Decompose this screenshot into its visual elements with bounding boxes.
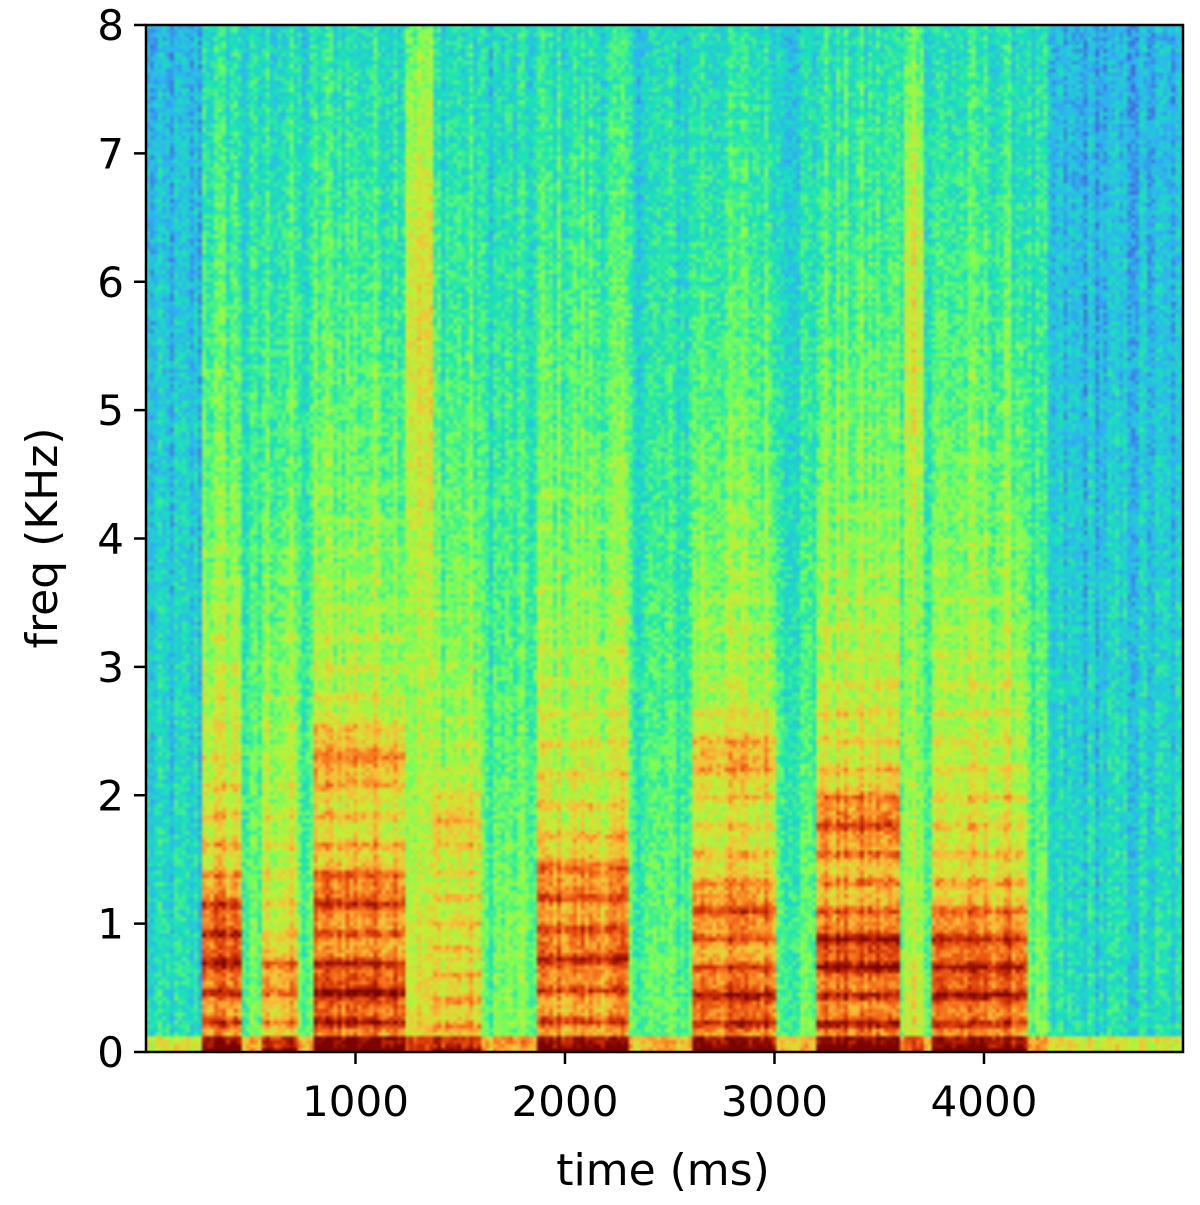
- y-tick-label: 6: [97, 258, 124, 307]
- spectrogram-heatmap: [146, 25, 1183, 1052]
- y-tick-label: 0: [97, 1028, 124, 1077]
- x-tick-label: 3000: [721, 1077, 828, 1126]
- y-tick-label: 8: [97, 1, 124, 50]
- y-axis: 0 1 2 3 4 5 6 7 8: [97, 1, 146, 1077]
- y-tick-label: 4: [97, 515, 124, 564]
- y-tick-label: 5: [97, 386, 124, 435]
- x-tick-label: 4000: [931, 1077, 1038, 1126]
- plot-area: [146, 25, 1183, 1052]
- x-axis-label: time (ms): [556, 1145, 770, 1196]
- y-tick-label: 7: [97, 129, 124, 178]
- y-tick-label: 2: [97, 771, 124, 820]
- y-tick-label: 3: [97, 643, 124, 692]
- x-tick-label: 2000: [512, 1077, 619, 1126]
- y-axis-label: freq (KHz): [17, 428, 68, 649]
- x-tick-label: 1000: [302, 1077, 409, 1126]
- y-tick-label: 1: [97, 900, 124, 949]
- x-axis: 1000 2000 3000 4000: [302, 1052, 1037, 1126]
